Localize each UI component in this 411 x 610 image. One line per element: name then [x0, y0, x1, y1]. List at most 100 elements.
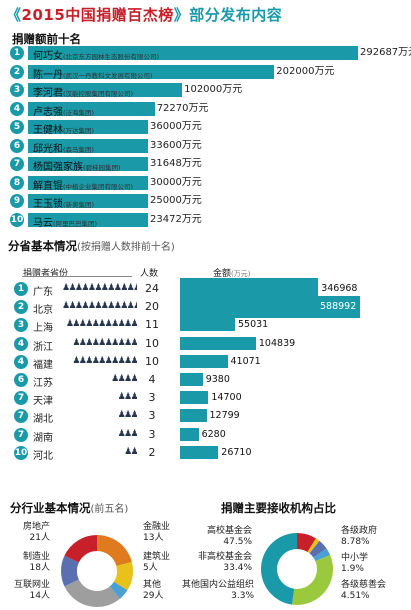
donor-person: 卢志强: [33, 106, 63, 118]
donor-count-people-icon: ♟♟♟: [117, 428, 137, 439]
donor-bar: [28, 101, 155, 116]
donor-organization: (武汉一丹教科文发展有限公司): [63, 71, 153, 80]
donor-bar: [28, 120, 148, 134]
donor-bar: [28, 138, 148, 153]
donor-count-people-icon: ♟♟♟♟: [111, 374, 137, 384]
province-amount: 14700: [211, 392, 242, 404]
province-amount: 26710: [221, 446, 252, 458]
industry-label-real-estate: 房地产 21人: [22, 522, 50, 543]
donor-bar: [28, 83, 183, 97]
province-amount-bar: [180, 409, 207, 423]
donor-count: 11: [145, 318, 159, 332]
donut-slice: [292, 554, 333, 605]
province-amount-bar: [180, 391, 209, 405]
org-label-charity: 各级慈善会 4.51%: [341, 580, 387, 601]
donor-organization: (万达集团): [63, 127, 95, 135]
donut-slice: [97, 535, 132, 567]
donut-slice: [309, 540, 327, 558]
province-title: 分省基本情况(按捐赠人数排前十名): [8, 239, 175, 253]
donor-count-people-icon: ♟♟♟♟♟♟♟♟♟♟: [72, 337, 137, 348]
donor-bar: [28, 64, 275, 79]
rank-badge: 8: [10, 175, 24, 190]
rank-badge: 9: [10, 194, 24, 208]
province-amount: 588992: [320, 301, 357, 313]
donor-count: 3: [148, 409, 156, 423]
donor-count: 20: [145, 300, 159, 314]
donor-name: 解直锟(中植企业集团有限公司): [33, 177, 133, 192]
donor-amount: 33600万元: [150, 139, 202, 151]
donor-name: 邱光和(森马集团): [33, 140, 94, 155]
donor-name: 李河君(汉能控股集团有限公司): [33, 84, 133, 99]
industry-title: 分行业基本情况(前五名): [10, 501, 129, 515]
donor-count-people-icon: ♟♟♟: [117, 410, 137, 421]
rank-badge: 7: [10, 157, 24, 171]
donut-slice: [313, 548, 331, 562]
province-name: 福建: [33, 359, 53, 371]
page-title: 《2015中国捐赠百杰榜》部分发布内容: [6, 6, 283, 24]
donor-bar: [28, 194, 148, 208]
industry-donut-chart: [60, 535, 133, 607]
donor-count-people-icon: ♟♟♟♟♟♟♟♟♟♟♟♟♟♟♟♟♟♟♟♟: [62, 301, 137, 312]
donut-slice: [113, 562, 133, 591]
donor-count-people-icon: ♟♟♟♟♟♟♟♟♟♟: [72, 355, 137, 366]
donor-organization: (泛海集团): [63, 108, 95, 117]
donor-person: 何巧女: [33, 51, 63, 62]
donor-name: 王健林(万达集团): [33, 121, 94, 136]
province-name: 天津: [33, 396, 53, 408]
donor-amount: 23472万元: [150, 213, 202, 225]
donor-organization: (阿里巴巴集团): [53, 219, 98, 228]
province-name: 江苏: [33, 378, 53, 389]
province-name: 浙江: [33, 341, 53, 353]
province-amount-bar: [180, 318, 235, 332]
donut-slice: [64, 579, 120, 607]
donor-bar: [28, 157, 148, 171]
province-amount: 346968: [321, 283, 358, 294]
rank-badge: 4: [10, 101, 24, 116]
donor-amount: 72270万元: [156, 102, 209, 114]
province-amount-bar: [180, 278, 319, 300]
province-name: 湖北: [33, 414, 53, 426]
donor-count-people-icon: ♟♟: [124, 446, 137, 457]
donor-count-people-icon: ♟♟♟: [117, 392, 137, 403]
industry-label-construction: 建筑业 5人: [143, 552, 171, 573]
industry-label-internet: 互联网业 14人: [13, 580, 50, 601]
donor-amount: 31648万元: [150, 158, 202, 169]
donor-name: 陈一丹(武汉一丹教科文发展有限公司): [33, 66, 153, 81]
amount-column-header: 金额(万元): [213, 269, 251, 279]
rank-badge: 2: [10, 64, 24, 79]
donor-person: 邱光和: [33, 143, 63, 155]
donut-slice: [297, 533, 316, 553]
donor-name: 王玉锁(新奥集团): [33, 195, 94, 210]
province-rank-badge: 7: [14, 427, 28, 442]
donor-person: 李河君: [33, 88, 63, 99]
donor-person: 杨国强家族: [33, 162, 83, 173]
province-name: 湖南: [33, 432, 53, 444]
province-amount: 9380: [205, 374, 230, 385]
donut-slice: [109, 581, 128, 599]
donor-name: 卢志强(泛海集团): [33, 103, 94, 118]
donor-count-people-icon: ♟♟♟♟♟♟♟♟♟♟♟♟♟♟♟♟♟♟♟♟♟♟♟♟: [62, 283, 137, 293]
province-rank-badge: 1: [14, 282, 28, 296]
donor-amount: 30000万元: [150, 176, 202, 188]
industry-label-other: 其他 29人: [143, 580, 164, 601]
donor-count: 10: [145, 336, 159, 350]
donor-count: 2: [148, 445, 156, 459]
donut-slice: [60, 555, 79, 587]
province-amount: 104839: [258, 337, 296, 349]
rank-badge: 10: [10, 212, 24, 227]
donor-organization: (汉能控股集团有限公司): [63, 90, 134, 98]
province-rank-badge: 3: [14, 318, 28, 333]
province-rank-badge: 6: [14, 373, 28, 387]
donor-count-people-icon: ♟♟♟♟♟♟♟♟♟♟♟: [65, 319, 137, 330]
province-amount: 41071: [230, 355, 261, 367]
province-rank-badge: 10: [14, 445, 28, 460]
org-title: 捐赠主要接收机构占比: [221, 501, 336, 515]
donut-slice: [260, 533, 297, 605]
province-amount-bar: [180, 296, 360, 319]
donor-count: 3: [148, 427, 156, 441]
province-rank-badge: 2: [14, 300, 28, 315]
donor-bar: [28, 46, 358, 60]
province-name: 上海: [33, 323, 53, 335]
donor-person: 王健林: [33, 125, 63, 136]
donor-bar: [28, 175, 148, 190]
